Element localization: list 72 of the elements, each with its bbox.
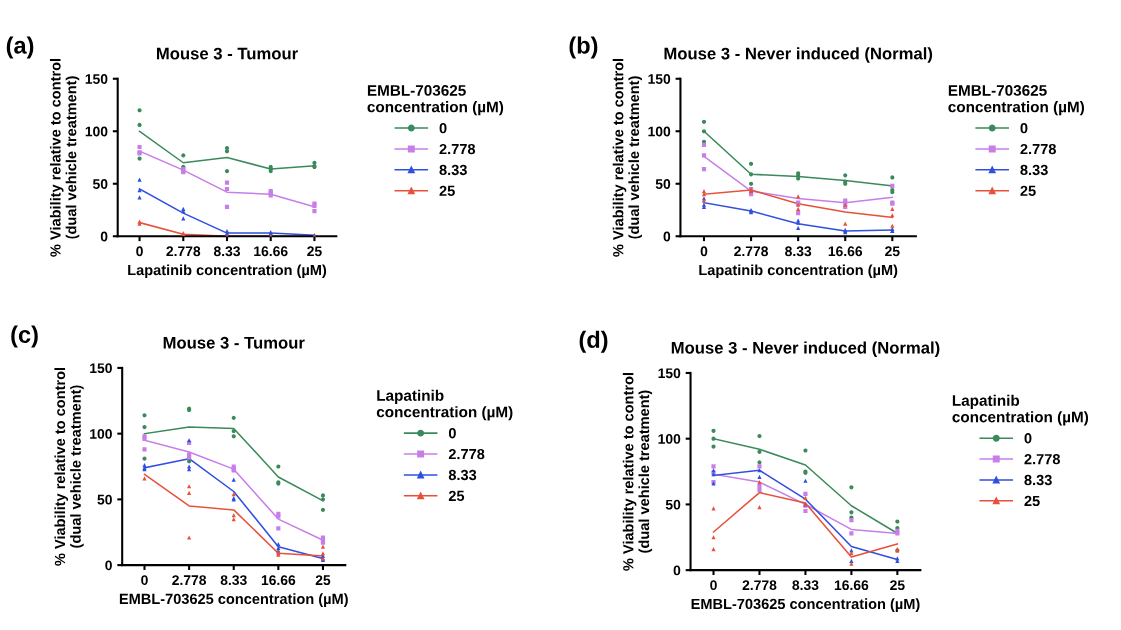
legend-title: EMBL-703625 concentration (µM) [367,85,504,116]
y-axis-title: % Viability relative to control (dual vehicle treatment) [49,58,80,257]
x-tick-label: 8.33 [792,580,819,591]
legend-label: 0 [1024,433,1032,444]
x-tick-label: 16.66 [834,580,869,591]
legend-label: 2.778 [1020,143,1056,155]
y-tick-label: 150 [90,363,112,374]
x-tick-label: 25 [890,580,905,591]
x-tick-label: 16.66 [828,246,863,257]
text: (b) [569,36,598,59]
y-tick-label: 0 [100,231,108,242]
legend-label: 25 [1020,185,1036,196]
legend-label: 8.33 [439,164,467,176]
x-axis-title: EMBL-703625 concentration (µM) [691,598,920,612]
x-tick-label: 25 [315,575,331,586]
legend-label: 8.33 [448,469,477,481]
x-tick-label: 0 [700,246,708,257]
legend-label: 0 [439,123,447,134]
y-tick-label: 100 [90,428,112,439]
y-tick-label: 100 [658,434,681,444]
legend-label: 25 [448,490,465,502]
x-tick-label: 25 [885,246,900,257]
x-tick-label: 0 [141,575,148,586]
y-tick-label: 150 [85,74,108,84]
y-axis-title: % Viability relative to control (dual vehicle treatment) [54,367,84,566]
x-tick-label: 0 [710,580,717,591]
chart-title: Mouse 3 - Tumour [156,47,298,60]
x-axis-title: Lapatinib concentration (µM) [699,264,898,279]
text: (a) [6,36,34,59]
x-tick-label: 2.778 [734,246,769,257]
x-tick-label: 2.778 [742,580,777,591]
legend-title: Lapatinib concentration (µM) [376,389,513,421]
chart-title: Mouse 3 - Tumour [163,336,305,349]
x-tick-label: 25 [307,246,322,257]
legend-label: 25 [1024,495,1040,507]
y-tick-label: 50 [92,179,108,189]
legend-label: 0 [448,428,456,439]
legend-label: 2.778 [1024,453,1060,465]
x-axis-title: EMBL-703625 concentration (µM) [119,593,348,607]
text: (c) [11,325,38,348]
y-tick-label: 100 [648,126,671,137]
y-tick-label: 100 [85,126,108,137]
y-tick-label: 0 [663,231,671,242]
legend-label: 0 [1020,123,1028,134]
x-tick-label: 8.33 [785,246,812,257]
legend-title: EMBL-703625 concentration (µM) [948,85,1085,116]
chart-title: Mouse 3 - Never induced (Normal) [664,47,933,63]
text: (d) [579,330,608,353]
y-tick-label: 50 [655,179,671,189]
y-tick-label: 150 [648,74,671,84]
legend-label: 8.33 [1024,474,1052,486]
x-tick-label: 2.778 [166,246,201,257]
y-tick-label: 150 [658,368,681,379]
x-tick-label: 0 [136,246,143,257]
legend-title: Lapatinib concentration (µM) [952,394,1089,426]
y-axis-title: % Viability relative to control (dual vehicle treatment) [612,58,642,257]
x-tick-label: 8.33 [220,575,247,586]
legend-label: 8.33 [1020,164,1048,176]
x-tick-label: 8.33 [213,246,241,257]
legend-label: 2.778 [439,143,476,155]
y-tick-label: 50 [665,499,681,510]
x-tick-label: 16.66 [261,575,296,586]
legend-label: 25 [439,185,455,196]
chart-title: Mouse 3 - Never induced (Normal) [671,341,940,357]
legend-label: 2.778 [448,448,485,460]
x-tick-label: 2.778 [172,575,207,586]
y-axis-title: % Viability relative to control (dual vehicle treatment) [622,373,653,571]
y-tick-label: 0 [105,560,112,571]
y-tick-label: 50 [97,494,112,505]
x-axis-title: Lapatinib concentration (µM) [128,264,327,279]
x-tick-label: 16.66 [254,246,288,257]
y-tick-label: 0 [673,565,681,576]
